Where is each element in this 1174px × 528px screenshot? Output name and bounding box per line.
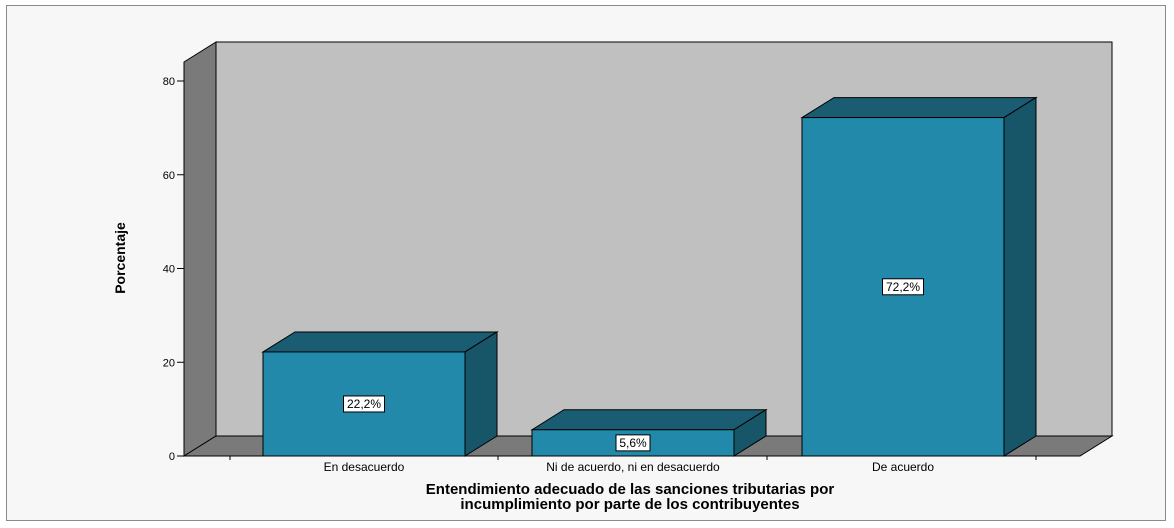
y-tick-label: 80 <box>163 76 175 88</box>
x-ticks <box>229 456 1037 460</box>
bar-top <box>530 409 768 431</box>
bar: 22,2% <box>261 331 499 457</box>
bar-top <box>800 97 1038 119</box>
y-axis-title: Porcentaje <box>112 222 128 294</box>
data-label-box <box>343 395 385 413</box>
y-tick-label: 40 <box>163 264 175 276</box>
x-axis-title-line-2: incumplimiento por parte de los contribu… <box>460 496 799 513</box>
bar: 72,2% <box>800 96 1038 457</box>
data-label-box <box>615 434 651 452</box>
bar-side <box>1003 96 1037 457</box>
category-label: En desacuerdo <box>324 460 405 474</box>
y-tick-label: 60 <box>163 170 175 182</box>
data-label: 72,2% <box>886 280 920 294</box>
category-label: De acuerdo <box>872 460 934 474</box>
left-wall <box>183 41 217 457</box>
category-labels: En desacuerdo Ni de acuerdo, ni en desacu… <box>324 460 935 474</box>
y-ticks: 0 20 40 60 80 <box>163 76 184 463</box>
bar-top <box>261 331 499 353</box>
bar: 5,6% <box>530 408 768 457</box>
data-label: 22,2% <box>347 397 381 411</box>
bars: 22,2% 5,6% 72,2% <box>261 96 1038 457</box>
category-label: Ni de acuerdo, ni en desacuerdo <box>546 460 720 474</box>
data-label: 5,6% <box>619 436 647 450</box>
y-tick-label: 0 <box>169 451 175 463</box>
bar-side <box>464 331 498 457</box>
x-axis-title-line-1: Entendimiento adecuado de las sanciones … <box>426 481 835 498</box>
data-label-box <box>882 278 924 296</box>
y-tick-label: 20 <box>163 357 175 369</box>
